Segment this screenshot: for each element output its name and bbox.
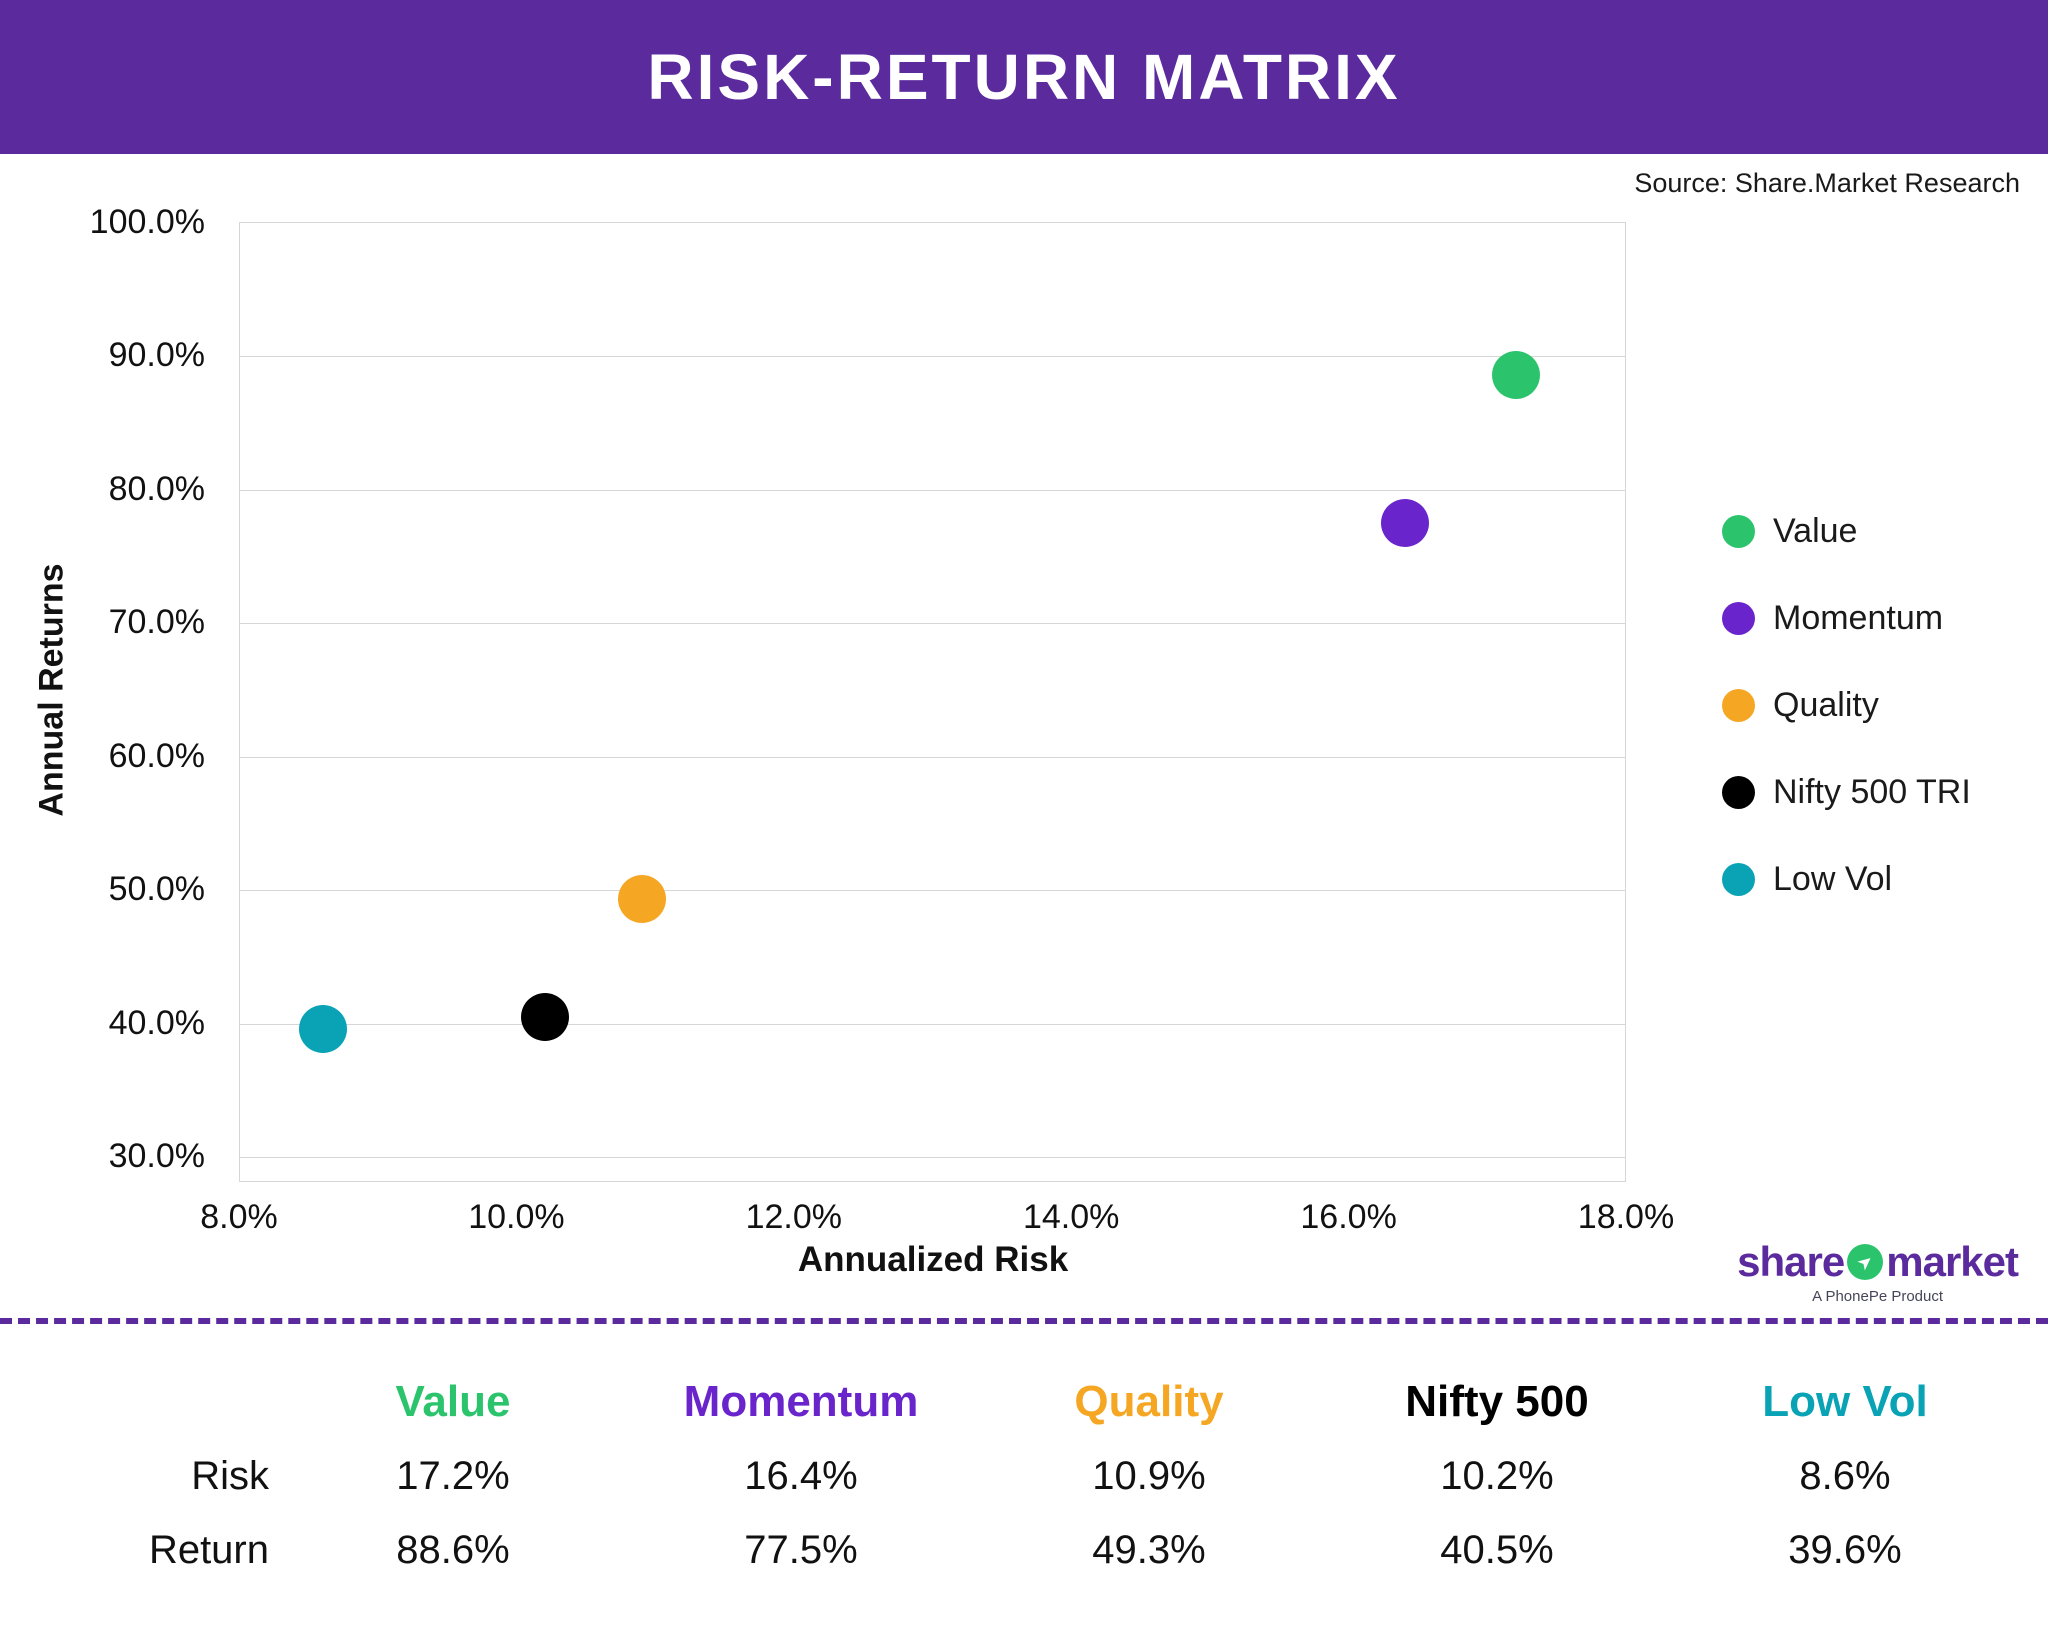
gridline	[240, 1023, 1625, 1025]
stats-table: Value Momentum Quality Nifty 500 Low Vol Risk…	[0, 1365, 2019, 1587]
table-row-label: Risk	[191, 1453, 269, 1498]
gridline	[240, 623, 1625, 625]
x-axis-label: Annualized Risk	[797, 1240, 1069, 1279]
logo-subtitle: A PhonePe Product	[1812, 1288, 1944, 1305]
dashed-divider	[0, 1318, 2048, 1324]
chart-legend: Value Momentum Quality Nifty 500 TRI Low Vol	[1722, 488, 1971, 923]
table-cell: 39.6%	[1788, 1527, 1902, 1572]
gridline	[240, 1157, 1625, 1158]
legend-label: Quality	[1773, 686, 1879, 724]
x-tick-label: 10.0%	[468, 1198, 565, 1236]
y-tick-label: 80.0%	[108, 469, 205, 508]
source-note: Source: Share.Market Research	[1634, 168, 2020, 198]
table-cell: 88.6%	[396, 1527, 510, 1572]
x-tick-label: 18.0%	[1577, 1198, 1675, 1236]
y-tick-label: 90.0%	[108, 336, 205, 375]
gridline	[240, 356, 1625, 358]
table-header-low-vol: Low Vol	[1762, 1377, 1928, 1426]
data-point-momentum	[1381, 499, 1430, 548]
legend-dot-icon	[1722, 602, 1755, 635]
legend-dot-icon	[1722, 863, 1755, 896]
share-market-logo: share ➤ market A PhonePe Product	[1737, 1238, 2019, 1305]
logo-market-text: market	[1886, 1238, 2019, 1285]
plot-area	[239, 222, 1626, 1182]
table-cell: 77.5%	[744, 1527, 858, 1572]
legend-dot-icon	[1722, 515, 1755, 548]
legend-item: Momentum	[1722, 575, 1971, 662]
legend-dot-icon	[1722, 776, 1755, 809]
legend-item: Quality	[1722, 662, 1971, 749]
y-tick-label: 70.0%	[108, 603, 205, 642]
x-tick-label: 16.0%	[1300, 1198, 1397, 1236]
legend-label: Momentum	[1773, 599, 1944, 637]
data-point-value	[1492, 351, 1541, 400]
table-cell: 10.2%	[1440, 1453, 1554, 1498]
table-cell: 17.2%	[396, 1453, 510, 1498]
legend-label: Value	[1773, 512, 1858, 550]
table-header-nifty-500: Nifty 500	[1405, 1377, 1589, 1426]
table-cell: 16.4%	[744, 1453, 858, 1498]
logo-share-text: share	[1737, 1238, 1845, 1285]
y-tick-label: 100.0%	[89, 203, 205, 241]
legend-label: Nifty 500 TRI	[1773, 773, 1971, 811]
table-cell: 40.5%	[1440, 1527, 1554, 1572]
table-cell: 8.6%	[1799, 1453, 1891, 1498]
x-tick-label: 12.0%	[745, 1198, 842, 1236]
x-tick-label: 8.0%	[200, 1198, 278, 1236]
y-tick-label: 30.0%	[108, 1137, 205, 1175]
table-cell: 49.3%	[1092, 1527, 1206, 1572]
table-header-momentum: Momentum	[683, 1377, 919, 1426]
header-banner: RISK-RETURN MATRIX	[0, 0, 2048, 154]
data-point-quality	[618, 875, 667, 924]
data-point-nifty-500-tri	[521, 992, 570, 1041]
gridline	[240, 890, 1625, 892]
table-header-value: Value	[395, 1377, 511, 1426]
share-market-gauge-icon: ➤	[1847, 1244, 1884, 1280]
table-header-quality: Quality	[1074, 1377, 1224, 1426]
legend-dot-icon	[1722, 689, 1755, 722]
gridline	[240, 756, 1625, 758]
legend-item: Value	[1722, 488, 1971, 575]
x-tick-label: 14.0%	[1022, 1198, 1120, 1236]
legend-label: Low Vol	[1773, 860, 1893, 898]
legend-item: Low Vol	[1722, 836, 1971, 923]
gridline	[240, 489, 1625, 491]
table-row-label: Return	[148, 1527, 269, 1572]
y-tick-label: 50.0%	[108, 870, 205, 909]
data-point-low-vol	[299, 1004, 348, 1053]
legend-item: Nifty 500 TRI	[1722, 749, 1971, 836]
table-cell: 10.9%	[1092, 1453, 1206, 1498]
y-tick-label: 40.0%	[108, 1003, 205, 1042]
share-market-logo-text: share ➤ market	[1737, 1238, 2019, 1286]
page-title: RISK-RETURN MATRIX	[647, 41, 1401, 113]
y-tick-label: 60.0%	[108, 736, 205, 775]
